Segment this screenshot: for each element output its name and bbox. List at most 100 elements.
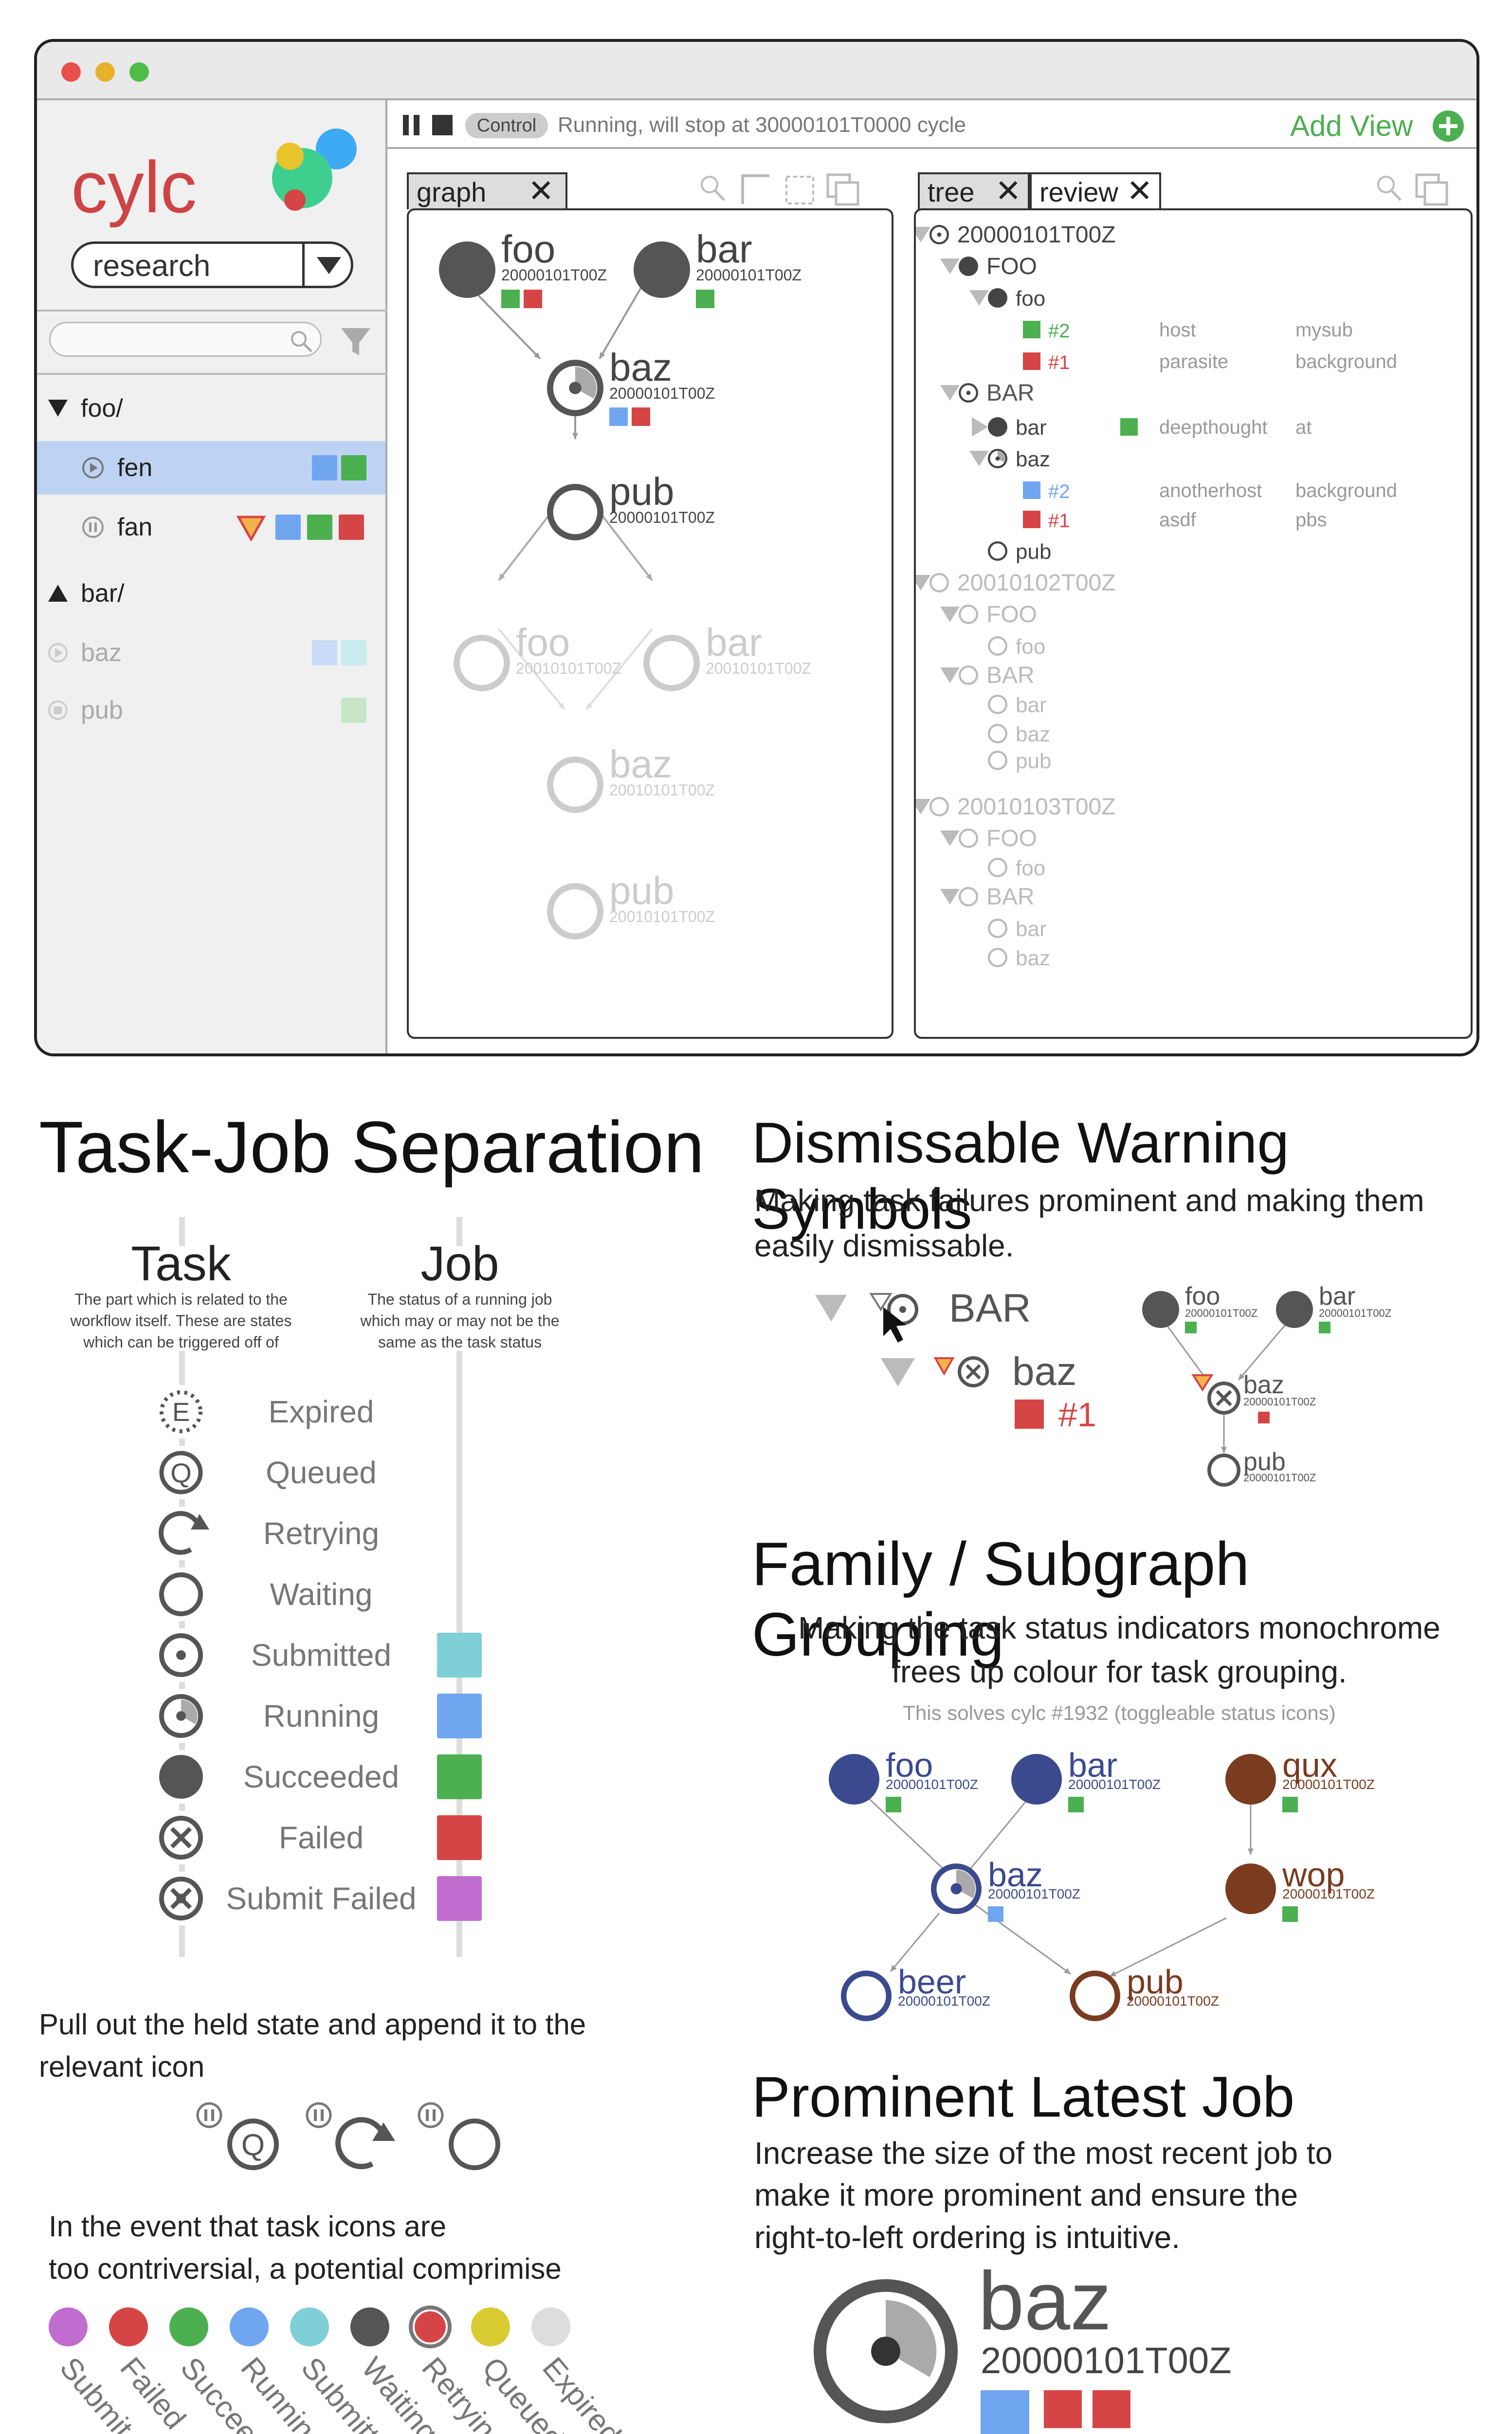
tree-row[interactable]: foo	[987, 635, 1045, 659]
job-succeeded-square[interactable]	[1120, 418, 1138, 436]
expanded-triangle-icon[interactable]	[916, 799, 930, 814]
tree-row[interactable]: 20010103T00Z	[916, 794, 1116, 820]
expanded-triangle-icon[interactable]	[916, 227, 930, 242]
windows-icon[interactable]	[826, 173, 859, 206]
tree-row[interactable]: baz	[987, 722, 1050, 746]
tab-review[interactable]: review ✕	[1030, 172, 1161, 209]
job-running-square[interactable]	[609, 407, 628, 426]
tree-row[interactable]: #2 anotherhost background	[1023, 480, 1397, 502]
pause-icon[interactable]	[402, 114, 421, 136]
job-succeeded-square[interactable]	[1185, 1322, 1197, 1333]
close-icon[interactable]: ✕	[995, 173, 1021, 208]
tree-row[interactable]: FOO	[940, 826, 1037, 851]
tree-row[interactable]: bar deepthought at	[972, 416, 1312, 440]
job-succeeded-square[interactable]	[696, 290, 714, 308]
minimize-dot[interactable]	[95, 62, 115, 82]
job-square[interactable]	[1068, 1797, 1084, 1812]
expanded-triangle-icon[interactable]	[940, 258, 960, 274]
expanded-triangle-icon[interactable]	[940, 830, 960, 846]
job-square[interactable]	[1282, 1797, 1298, 1812]
tree-row[interactable]: bar	[987, 917, 1047, 941]
sidebar-item-fen[interactable]: fen	[37, 441, 385, 495]
expanded-triangle-icon[interactable]	[969, 451, 989, 466]
expanded-triangle-icon[interactable]	[815, 1295, 847, 1322]
tree-row[interactable]: BAR	[940, 884, 1035, 910]
tree-row[interactable]: BAR	[940, 663, 1035, 688]
sidebar-item-pub[interactable]: pub	[37, 683, 385, 737]
tree-row[interactable]: foo	[987, 856, 1045, 880]
tree-row[interactable]: FOO	[940, 254, 1037, 279]
close-dot[interactable]	[61, 62, 81, 82]
tree-row[interactable]: baz	[969, 447, 1050, 471]
warning-icon[interactable]	[1191, 1374, 1214, 1392]
expanded-triangle-icon[interactable]	[969, 290, 989, 306]
tree-row[interactable]: #2 host mysub	[1023, 319, 1353, 342]
tree-row[interactable]: pub	[987, 540, 1051, 564]
sidebar-item-fan[interactable]: fan	[37, 500, 385, 554]
job-square[interactable]	[1023, 352, 1040, 370]
sidebar-item-bar[interactable]: bar/	[37, 567, 385, 620]
windows-icon[interactable]	[1415, 173, 1448, 206]
layout-icon[interactable]	[741, 174, 769, 204]
tree-row[interactable]: 20010102T00Z	[916, 570, 1116, 596]
expanded-triangle-icon[interactable]	[940, 385, 960, 401]
expanded-triangle-icon[interactable]	[940, 889, 960, 904]
tree-row[interactable]: FOO	[940, 602, 1037, 627]
search-icon[interactable]	[701, 176, 725, 201]
collapsed-triangle-icon[interactable]	[972, 417, 988, 437]
search-icon[interactable]	[1377, 176, 1402, 201]
filter-icon[interactable]	[339, 324, 373, 358]
add-icon[interactable]	[1431, 109, 1465, 143]
maximize-dot[interactable]	[129, 62, 149, 82]
job-failed-square[interactable]	[632, 407, 650, 426]
tree-row[interactable]: foo	[969, 287, 1045, 311]
warning-icon[interactable]	[933, 1357, 955, 1376]
tree-row[interactable]: bar	[987, 693, 1047, 717]
tree-row[interactable]: 20000101T00Z	[916, 222, 1116, 248]
job-succeeded-square[interactable]	[501, 290, 520, 308]
tab-tree[interactable]: tree ✕	[918, 172, 1030, 209]
latest-job-square[interactable]	[981, 2390, 1029, 2434]
add-view-button[interactable]: Add View	[1290, 110, 1413, 142]
job-succeeded-square[interactable]	[1319, 1322, 1330, 1333]
job-square[interactable]	[1023, 481, 1040, 499]
warning-icon[interactable]	[237, 514, 266, 541]
warning-icon[interactable]	[869, 1293, 893, 1311]
job-failed-square[interactable]	[1258, 1412, 1270, 1423]
job-failed-square[interactable]	[1044, 2390, 1082, 2428]
select-icon[interactable]	[785, 176, 814, 204]
workflow-selector[interactable]: research	[71, 241, 353, 288]
job-square[interactable]	[988, 1906, 1003, 1922]
job-square[interactable]	[1282, 1906, 1298, 1922]
tree-row[interactable]: #1 asdf pbs	[1023, 509, 1327, 532]
sidebar-item-baz[interactable]: baz	[37, 626, 385, 680]
job-failed-square[interactable]	[1093, 2390, 1130, 2428]
search-input[interactable]	[49, 322, 322, 357]
tree-canvas[interactable]: 20000101T00Z FOO foo #2 host mysub #1 parasite b…	[916, 210, 1471, 1038]
tab-graph[interactable]: graph ✕	[407, 172, 567, 209]
tree-row[interactable]: pub	[987, 749, 1051, 773]
tree-row[interactable]: #1 parasite background	[1023, 351, 1397, 373]
job-failed-square[interactable]	[524, 290, 542, 308]
expanded-triangle-icon[interactable]	[940, 607, 960, 622]
job-square[interactable]	[1023, 321, 1040, 338]
expanded-triangle-icon[interactable]	[916, 575, 930, 590]
stop-icon[interactable]	[431, 114, 454, 136]
sidebar-item-foo[interactable]: foo/	[37, 382, 385, 435]
job-square[interactable]	[1023, 511, 1040, 528]
